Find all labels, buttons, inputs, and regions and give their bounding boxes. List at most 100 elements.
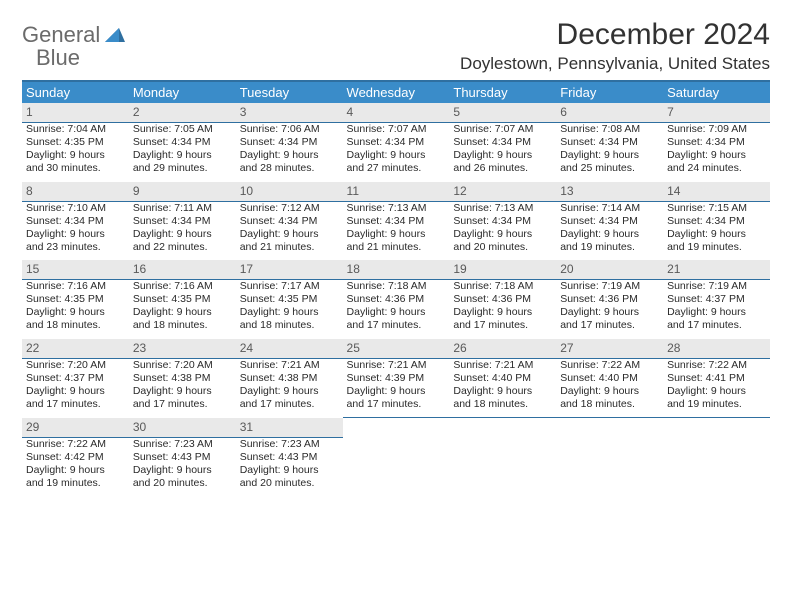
- sunset: Sunset: 4:43 PM: [133, 451, 232, 464]
- daylight-line1: Daylight: 9 hours: [560, 149, 659, 162]
- daylight-line1: Daylight: 9 hours: [240, 149, 339, 162]
- day-number: 15: [22, 260, 129, 280]
- daylight-line1: Daylight: 9 hours: [133, 464, 232, 477]
- daylight-line2: and 19 minutes.: [667, 398, 766, 411]
- day-cell: Sunrise: 7:13 AMSunset: 4:34 PMDaylight:…: [343, 201, 450, 260]
- day-number: 5: [449, 103, 556, 123]
- daylight-line2: and 22 minutes.: [133, 241, 232, 254]
- day-cell: Sunrise: 7:11 AMSunset: 4:34 PMDaylight:…: [129, 201, 236, 260]
- header: General Blue December 2024 Doylestown, P…: [22, 18, 770, 74]
- sunrise: Sunrise: 7:10 AM: [26, 202, 125, 215]
- day-number: 12: [449, 182, 556, 202]
- sunset: Sunset: 4:34 PM: [240, 215, 339, 228]
- daylight-line1: Daylight: 9 hours: [26, 228, 125, 241]
- day-cell: [343, 437, 450, 496]
- day-number: 26: [449, 339, 556, 359]
- day-number: [449, 418, 556, 438]
- daylight-line2: and 18 minutes.: [26, 319, 125, 332]
- day-cell: Sunrise: 7:16 AMSunset: 4:35 PMDaylight:…: [129, 280, 236, 339]
- sunrise: Sunrise: 7:22 AM: [667, 359, 766, 372]
- sunrise: Sunrise: 7:06 AM: [240, 123, 339, 136]
- day-cell: [556, 437, 663, 496]
- day-cell: Sunrise: 7:17 AMSunset: 4:35 PMDaylight:…: [236, 280, 343, 339]
- day-number: 8: [22, 182, 129, 202]
- month-title: December 2024: [460, 18, 770, 52]
- daylight-line1: Daylight: 9 hours: [133, 149, 232, 162]
- daylight-line1: Daylight: 9 hours: [240, 228, 339, 241]
- day-cell: Sunrise: 7:22 AMSunset: 4:41 PMDaylight:…: [663, 358, 770, 418]
- daylight-line1: Daylight: 9 hours: [453, 228, 552, 241]
- sunrise: Sunrise: 7:18 AM: [347, 280, 446, 293]
- day-number: 29: [22, 418, 129, 438]
- daylight-line1: Daylight: 9 hours: [26, 149, 125, 162]
- week-row: Sunrise: 7:22 AMSunset: 4:42 PMDaylight:…: [22, 437, 770, 496]
- daylight-line2: and 27 minutes.: [347, 162, 446, 175]
- sunrise: Sunrise: 7:18 AM: [453, 280, 552, 293]
- sunset: Sunset: 4:34 PM: [667, 215, 766, 228]
- daylight-line2: and 17 minutes.: [133, 398, 232, 411]
- daylight-line2: and 28 minutes.: [240, 162, 339, 175]
- daylight-line1: Daylight: 9 hours: [453, 306, 552, 319]
- daylight-line1: Daylight: 9 hours: [133, 228, 232, 241]
- sunset: Sunset: 4:34 PM: [240, 136, 339, 149]
- daylight-line2: and 21 minutes.: [240, 241, 339, 254]
- day-number: 27: [556, 339, 663, 359]
- sunset: Sunset: 4:34 PM: [453, 136, 552, 149]
- day-cell: Sunrise: 7:14 AMSunset: 4:34 PMDaylight:…: [556, 201, 663, 260]
- day-number: 19: [449, 260, 556, 280]
- weekday-header: Monday: [129, 81, 236, 103]
- day-number: 20: [556, 260, 663, 280]
- daynum-row: 22232425262728: [22, 339, 770, 359]
- logo: General Blue: [22, 24, 125, 70]
- logo-word2: Blue: [36, 45, 80, 70]
- sunrise: Sunrise: 7:23 AM: [133, 438, 232, 451]
- day-cell: Sunrise: 7:20 AMSunset: 4:37 PMDaylight:…: [22, 358, 129, 418]
- day-cell: Sunrise: 7:07 AMSunset: 4:34 PMDaylight:…: [449, 123, 556, 182]
- day-cell: Sunrise: 7:15 AMSunset: 4:34 PMDaylight:…: [663, 201, 770, 260]
- sunrise: Sunrise: 7:07 AM: [453, 123, 552, 136]
- sunset: Sunset: 4:34 PM: [26, 215, 125, 228]
- daylight-line1: Daylight: 9 hours: [453, 385, 552, 398]
- week-row: Sunrise: 7:20 AMSunset: 4:37 PMDaylight:…: [22, 358, 770, 418]
- sunset: Sunset: 4:35 PM: [26, 293, 125, 306]
- sunrise: Sunrise: 7:04 AM: [26, 123, 125, 136]
- daylight-line2: and 17 minutes.: [560, 319, 659, 332]
- sunset: Sunset: 4:40 PM: [560, 372, 659, 385]
- day-number: [663, 418, 770, 438]
- logo-text: General Blue: [22, 24, 125, 70]
- weekday-header: Wednesday: [343, 81, 450, 103]
- day-cell: Sunrise: 7:23 AMSunset: 4:43 PMDaylight:…: [236, 437, 343, 496]
- day-number: 2: [129, 103, 236, 123]
- sunset: Sunset: 4:34 PM: [560, 215, 659, 228]
- sunrise: Sunrise: 7:12 AM: [240, 202, 339, 215]
- sunrise: Sunrise: 7:21 AM: [347, 359, 446, 372]
- day-number: 30: [129, 418, 236, 438]
- day-cell: Sunrise: 7:05 AMSunset: 4:34 PMDaylight:…: [129, 123, 236, 182]
- day-cell: Sunrise: 7:19 AMSunset: 4:37 PMDaylight:…: [663, 280, 770, 339]
- daylight-line1: Daylight: 9 hours: [667, 306, 766, 319]
- sunrise: Sunrise: 7:21 AM: [240, 359, 339, 372]
- daynum-row: 15161718192021: [22, 260, 770, 280]
- sunset: Sunset: 4:34 PM: [347, 136, 446, 149]
- daylight-line2: and 17 minutes.: [347, 398, 446, 411]
- sunset: Sunset: 4:34 PM: [133, 136, 232, 149]
- daylight-line2: and 18 minutes.: [453, 398, 552, 411]
- weekday-header: Sunday: [22, 81, 129, 103]
- daylight-line1: Daylight: 9 hours: [133, 385, 232, 398]
- sunrise: Sunrise: 7:13 AM: [347, 202, 446, 215]
- daylight-line2: and 26 minutes.: [453, 162, 552, 175]
- day-cell: [663, 437, 770, 496]
- sunset: Sunset: 4:36 PM: [560, 293, 659, 306]
- day-cell: Sunrise: 7:09 AMSunset: 4:34 PMDaylight:…: [663, 123, 770, 182]
- daylight-line1: Daylight: 9 hours: [240, 464, 339, 477]
- sunset: Sunset: 4:34 PM: [560, 136, 659, 149]
- day-cell: Sunrise: 7:18 AMSunset: 4:36 PMDaylight:…: [343, 280, 450, 339]
- daylight-line1: Daylight: 9 hours: [560, 385, 659, 398]
- sunset: Sunset: 4:42 PM: [26, 451, 125, 464]
- sunrise: Sunrise: 7:14 AM: [560, 202, 659, 215]
- day-number: 10: [236, 182, 343, 202]
- sunrise: Sunrise: 7:22 AM: [560, 359, 659, 372]
- daylight-line2: and 17 minutes.: [667, 319, 766, 332]
- sunset: Sunset: 4:38 PM: [240, 372, 339, 385]
- daylight-line1: Daylight: 9 hours: [347, 149, 446, 162]
